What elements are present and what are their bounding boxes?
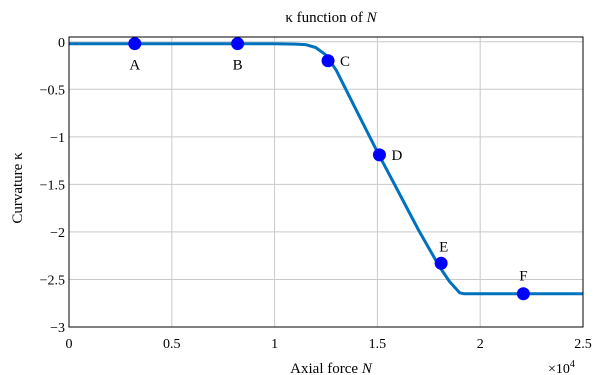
point-label-f: F: [519, 269, 527, 285]
y-tick-label: −2: [50, 226, 65, 241]
plot-frame: [68, 36, 584, 328]
point-marker-e: [434, 256, 448, 270]
point-marker-c: [321, 54, 335, 68]
point-marker-b: [231, 37, 245, 51]
point-markers: A B C D E F: [128, 37, 530, 301]
y-tick-label: −0.5: [40, 83, 65, 98]
chart-title: κ function of N: [285, 10, 377, 26]
x-tick-label: 0.5: [163, 337, 181, 352]
point-marker-d: [372, 148, 386, 162]
x-multiplier: ×104: [548, 359, 575, 375]
y-tick-label: −1: [50, 131, 65, 146]
y-tick-label: −3: [50, 321, 65, 336]
point-label-b: B: [233, 58, 243, 74]
point-label-c: C: [340, 54, 350, 70]
y-axis-label: Curvature κ: [10, 152, 26, 224]
point-marker-f: [516, 287, 530, 301]
y-tick-label: 0: [58, 36, 65, 51]
y-tick-label: −1.5: [40, 178, 65, 193]
point-marker-a: [128, 37, 142, 51]
point-label-d: D: [391, 148, 402, 164]
grid: [68, 37, 584, 328]
x-tick-label: 0: [66, 337, 73, 352]
y-tick-label: −2.5: [40, 273, 65, 288]
x-tick-label: 2.5: [574, 337, 592, 352]
x-tick-label: 2: [477, 337, 484, 352]
x-tick-label: 1.5: [369, 337, 387, 352]
x-axis-label: Axial force N: [290, 361, 373, 375]
point-label-a: A: [129, 58, 140, 74]
point-label-e: E: [439, 239, 448, 255]
kappa-curve: [69, 42, 583, 296]
x-tick-label: 1: [271, 337, 278, 352]
tick-labels: 0 0.5 1 1.5 2 2.5 0 −0.5 −1 −1.5 −2 −2.5 −3: [40, 36, 592, 352]
